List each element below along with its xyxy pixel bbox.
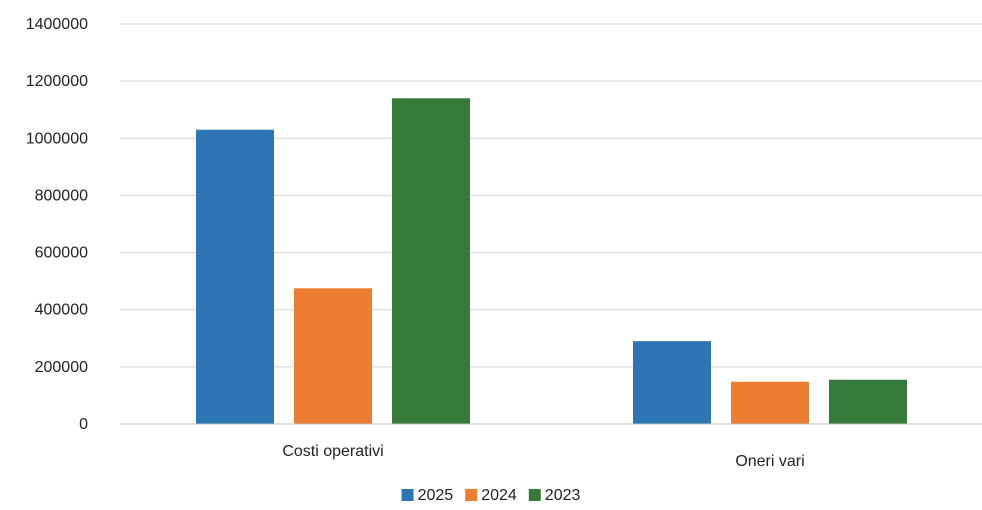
y-tick-label: 800000 [35,187,88,204]
legend-swatch [401,489,414,501]
legend-item-2025: 2025 [401,487,454,504]
bar-2025-1 [633,341,711,424]
y-tick-label: 200000 [35,359,88,376]
legend-label: 2023 [545,487,581,504]
legend-label: 2024 [481,487,517,504]
y-tick-label: 1000000 [26,130,88,147]
legend-swatch [465,489,478,501]
bar-2025-0 [196,129,274,424]
legend-label: 2025 [418,487,454,504]
bar-2024-0 [294,288,372,424]
category-label: Oneri vari [735,453,804,470]
bar-2024-1 [731,381,809,424]
legend-item-2024: 2024 [465,487,517,504]
legend-item-2023: 2023 [528,487,581,504]
y-tick-label: 1200000 [26,73,88,90]
y-tick-label: 600000 [35,245,88,262]
y-tick-label: 0 [79,416,88,433]
y-tick-label: 1400000 [26,16,88,33]
bar-2023-0 [392,98,470,425]
y-tick-label: 400000 [35,302,88,319]
bar-2023-1 [829,379,907,424]
category-label: Costi operativi [282,443,383,460]
legend-swatch [528,489,541,501]
